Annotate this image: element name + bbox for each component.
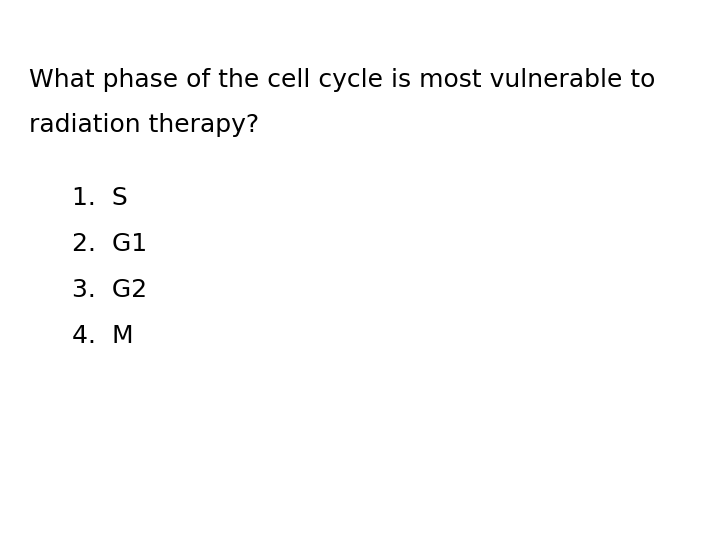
Text: 1.  S: 1. S	[72, 186, 127, 210]
Text: What phase of the cell cycle is most vulnerable to: What phase of the cell cycle is most vul…	[29, 68, 655, 91]
Text: 3.  G2: 3. G2	[72, 278, 147, 302]
Text: 2.  G1: 2. G1	[72, 232, 147, 256]
Text: 4.  M: 4. M	[72, 324, 134, 348]
Text: radiation therapy?: radiation therapy?	[29, 113, 259, 137]
